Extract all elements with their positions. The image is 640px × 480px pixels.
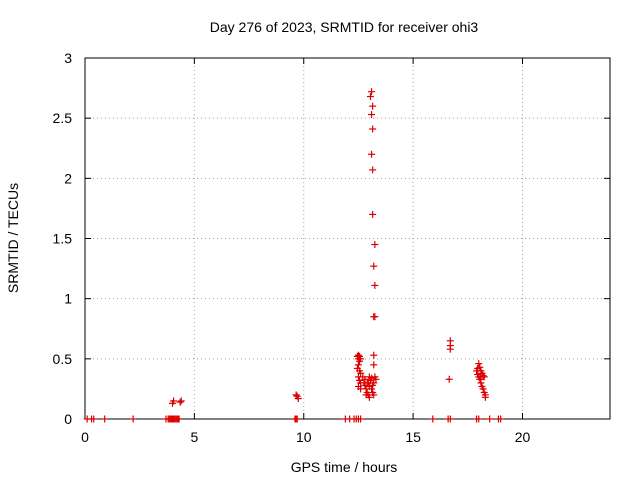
data-point — [370, 351, 378, 359]
data-point — [369, 102, 377, 110]
data-point — [177, 397, 185, 405]
y-tick-label: 1 — [64, 291, 72, 307]
data-point — [364, 379, 372, 387]
data-point — [370, 262, 378, 270]
x-tick-label: 0 — [81, 429, 89, 445]
data-point — [445, 375, 453, 383]
data-point — [369, 381, 377, 389]
y-tick-label: 0.5 — [53, 351, 73, 367]
data-point — [293, 415, 301, 423]
x-tick-label: 15 — [405, 429, 421, 445]
data-point — [90, 415, 98, 423]
data-point — [371, 313, 379, 321]
data-point — [479, 385, 487, 393]
data-point — [368, 150, 376, 158]
data-point — [175, 415, 183, 423]
data-point — [371, 241, 379, 249]
data-point — [369, 210, 377, 218]
data-point — [446, 345, 454, 353]
data-point — [294, 395, 302, 403]
x-tick-label: 20 — [515, 429, 531, 445]
data-point — [429, 415, 437, 423]
data-point — [170, 397, 178, 405]
y-tick-label: 1.5 — [53, 231, 73, 247]
y-tick-label: 0 — [64, 411, 72, 427]
chart-title: Day 276 of 2023, SRMTID for receiver ohi… — [210, 19, 479, 35]
data-point — [129, 415, 137, 423]
data-point — [370, 391, 378, 399]
data-point — [477, 375, 485, 383]
y-tick-label: 2.5 — [53, 110, 73, 126]
data-point — [475, 415, 483, 423]
data-point — [479, 372, 487, 380]
y-axis-label: SRMTID / TECUs — [5, 183, 21, 293]
data-points — [83, 88, 505, 423]
data-point — [475, 360, 483, 368]
data-point — [357, 355, 365, 363]
data-point — [365, 373, 373, 381]
data-point — [101, 415, 109, 423]
data-point — [446, 415, 454, 423]
data-point — [354, 351, 362, 359]
data-point — [486, 415, 494, 423]
data-point — [481, 393, 489, 401]
x-tick-label: 10 — [296, 429, 312, 445]
data-point — [370, 361, 378, 369]
data-point — [357, 415, 365, 423]
data-point — [292, 391, 300, 399]
data-point — [369, 166, 377, 174]
data-point — [369, 125, 377, 133]
data-point — [361, 375, 369, 383]
data-point — [368, 385, 376, 393]
grid — [85, 58, 610, 419]
data-point — [368, 111, 376, 119]
x-tick-label: 5 — [190, 429, 198, 445]
y-tick-label: 3 — [64, 50, 72, 66]
data-point — [354, 361, 362, 369]
data-point — [497, 415, 505, 423]
data-point — [176, 398, 184, 406]
data-point — [474, 364, 482, 372]
x-axis-label: GPS time / hours — [291, 459, 398, 475]
data-point — [372, 375, 380, 383]
tick-labels: 0 5 10 15 20 0 0.5 1 1.5 2 2.5 3 — [53, 50, 531, 445]
data-point — [368, 88, 376, 96]
data-point — [362, 391, 370, 399]
data-point — [371, 281, 379, 289]
data-point — [366, 93, 374, 101]
data-point — [357, 369, 365, 377]
y-tick-label: 2 — [64, 170, 72, 186]
